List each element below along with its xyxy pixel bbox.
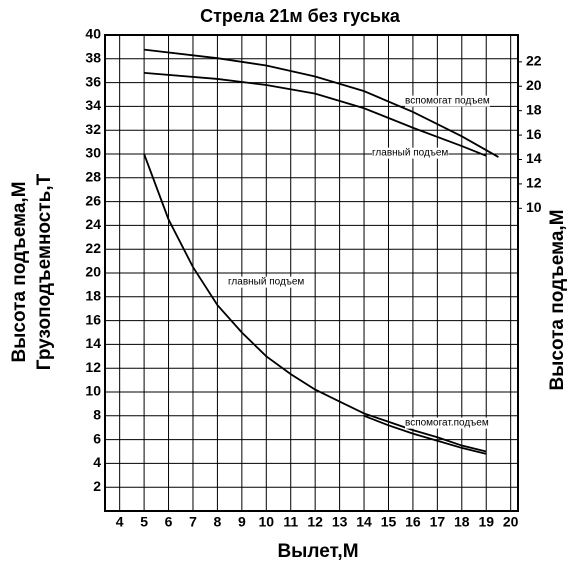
y-tick-label: 38 <box>85 50 101 66</box>
annotation: главный подъем <box>372 148 448 159</box>
x-tick-label: 7 <box>189 514 197 530</box>
curve <box>143 48 499 158</box>
x-tick-label: 16 <box>405 514 421 530</box>
annotation-bg <box>405 417 489 429</box>
y-tick-label: 28 <box>85 169 101 185</box>
x-tick-label: 14 <box>356 514 372 530</box>
x-axis-title: Вылет,М <box>277 541 358 562</box>
y-axis-title: Грузоподъемность,Т <box>34 173 55 370</box>
y-tick-label: 32 <box>85 121 101 137</box>
x-tick-label: 19 <box>478 514 494 530</box>
y-tick-label: 40 <box>85 26 101 42</box>
y-tick-label: 36 <box>85 73 101 89</box>
x-tick-label: 17 <box>430 514 446 530</box>
annotation-bg <box>228 276 305 288</box>
x-tick-label: 10 <box>259 514 275 530</box>
y2-tick-label: 18 <box>526 101 542 117</box>
annotation: вспомогат подъем <box>405 96 490 107</box>
y-tick-label: 22 <box>85 240 101 256</box>
y2-tick-label: 12 <box>526 175 542 191</box>
y-tick-label: 6 <box>93 430 101 446</box>
y2-tick-label: 10 <box>526 199 542 215</box>
annotation-bg <box>405 95 490 107</box>
annotation-bg <box>372 147 449 159</box>
x-tick-label: 15 <box>381 514 397 530</box>
y-axis-title: Высота подъема,М <box>9 181 30 362</box>
x-tick-label: 12 <box>307 514 323 530</box>
y-tick-label: 10 <box>85 383 101 399</box>
y-tick-label: 20 <box>85 264 101 280</box>
y2-tick-label: 14 <box>526 150 542 166</box>
curve <box>144 71 487 157</box>
y-tick-label: 14 <box>85 335 101 351</box>
y-tick-label: 4 <box>93 454 101 470</box>
x-tick-label: 11 <box>283 514 298 530</box>
x-tick-label: 9 <box>238 514 246 530</box>
curve <box>363 414 487 455</box>
annotation: вспомогат.подъем <box>405 418 489 429</box>
y-tick-label: 24 <box>85 216 101 232</box>
y-tick-label: 34 <box>85 97 101 113</box>
x-tick-label: 4 <box>116 514 124 530</box>
x-tick-label: 6 <box>165 514 173 530</box>
y-tick-label: 8 <box>93 407 101 423</box>
y2-axis-title: Высота подъема,М <box>547 209 568 390</box>
y2-tick-label: 16 <box>526 126 542 142</box>
x-tick-label: 8 <box>214 514 222 530</box>
y-tick-label: 16 <box>85 311 101 327</box>
x-tick-label: 13 <box>332 514 348 530</box>
y-tick-label: 18 <box>85 288 101 304</box>
curve <box>143 153 487 453</box>
x-tick-label: 20 <box>503 514 519 530</box>
x-tick-label: 5 <box>140 514 148 530</box>
y-tick-label: 26 <box>85 192 101 208</box>
y-tick-label: 2 <box>93 478 101 494</box>
annotation: главный подъем <box>228 277 304 288</box>
chart-title: Стрела 21м без гуська <box>200 6 401 26</box>
y-tick-label: 30 <box>85 145 101 161</box>
x-tick-label: 18 <box>454 514 470 530</box>
y-tick-label: 12 <box>85 359 101 375</box>
y2-tick-label: 22 <box>526 53 542 69</box>
y2-tick-label: 20 <box>526 77 542 93</box>
